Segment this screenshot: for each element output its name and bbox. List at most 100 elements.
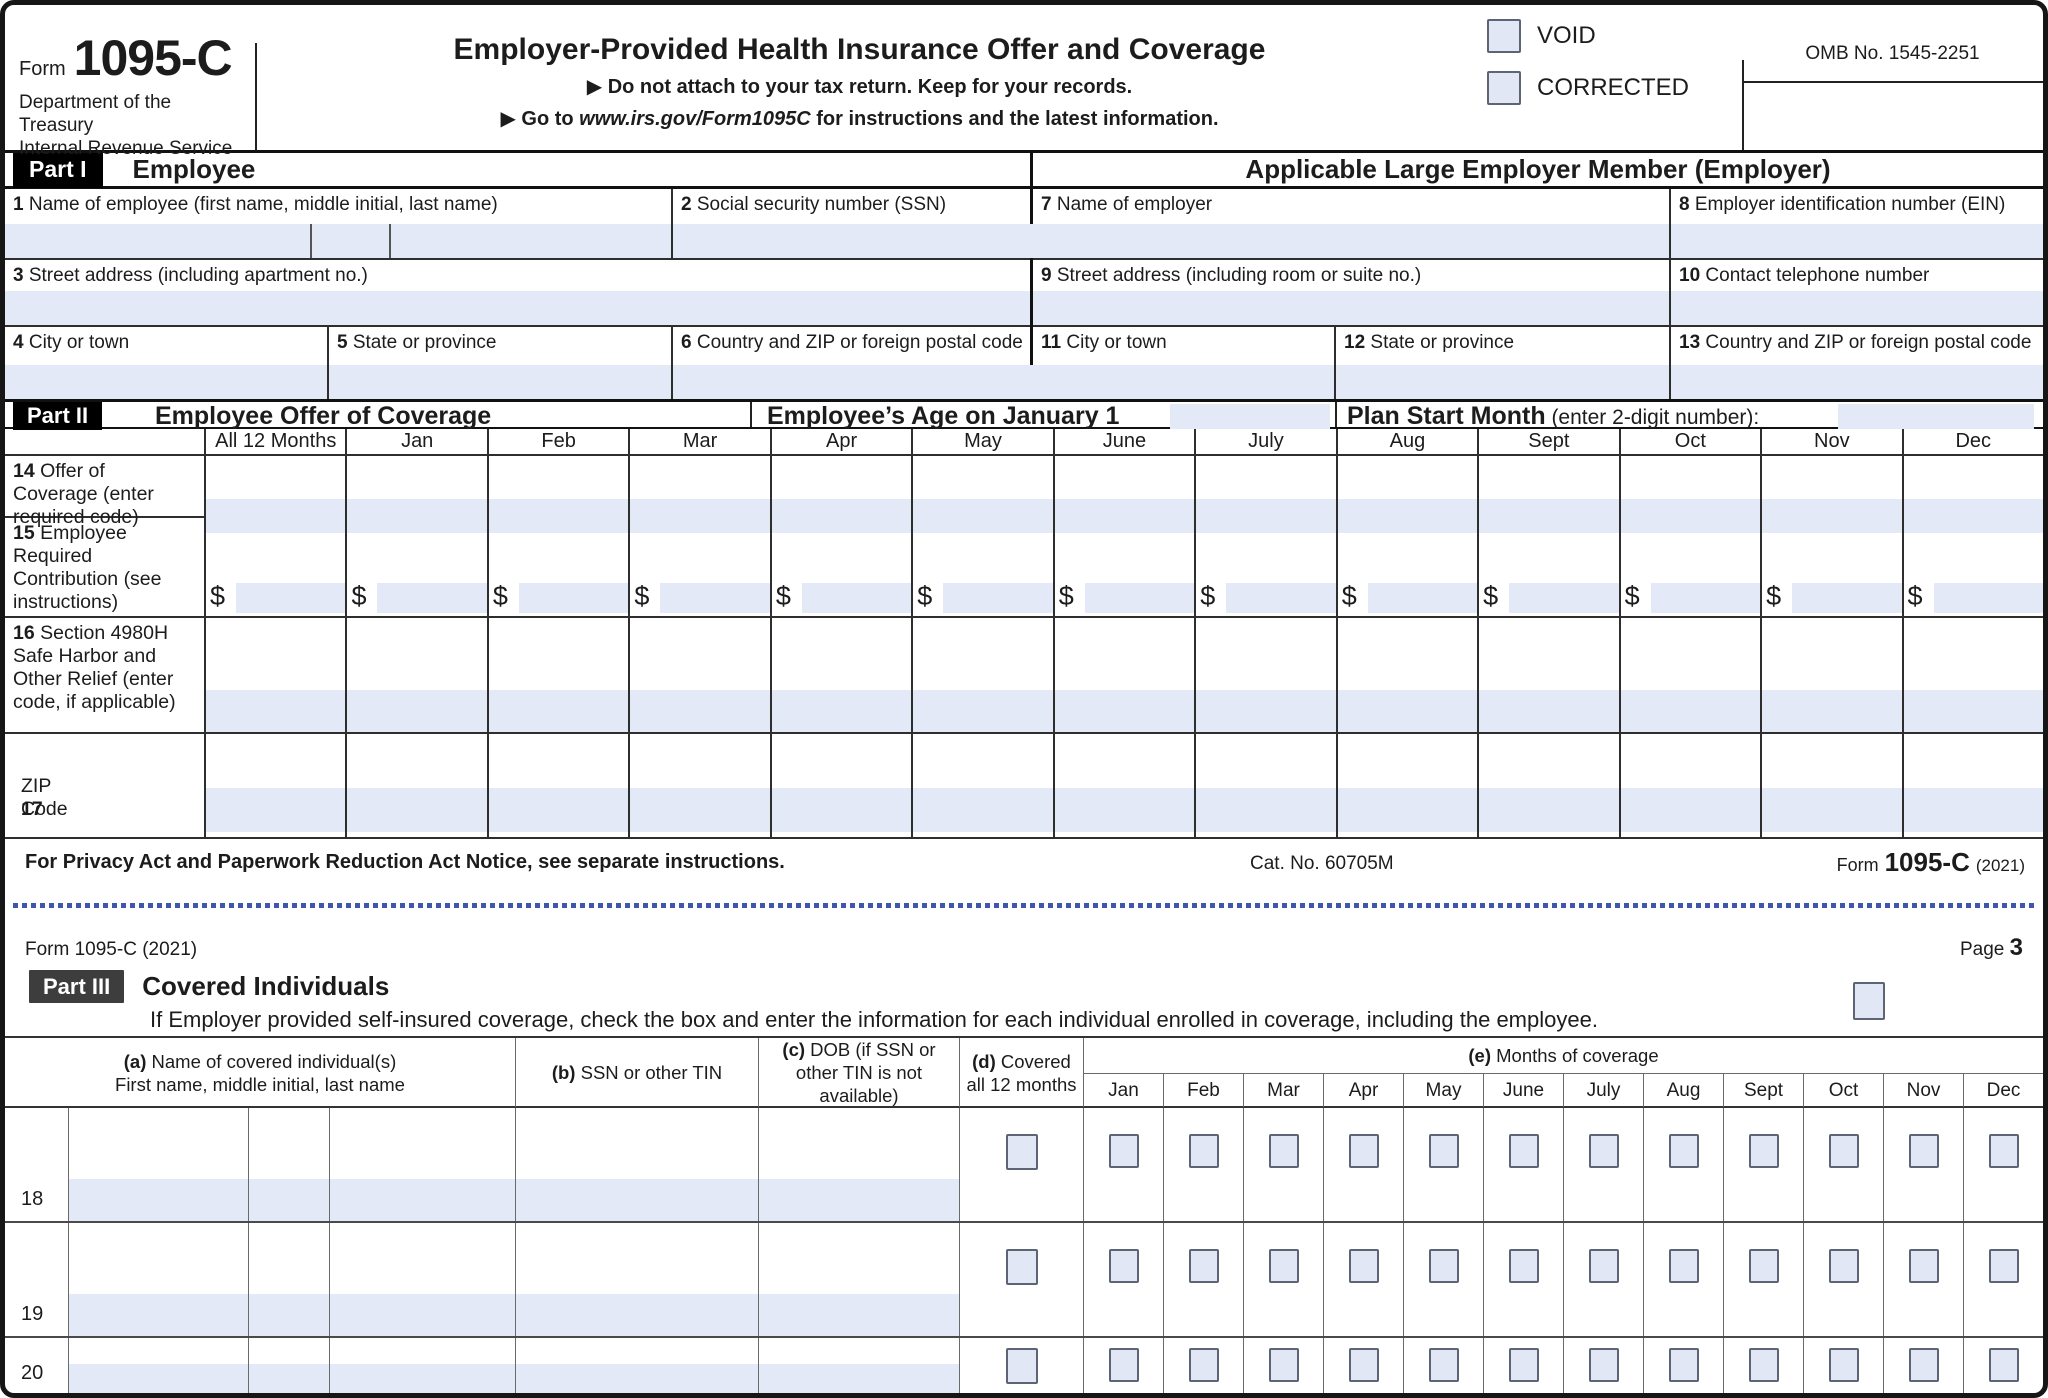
row-20-month-checkbox[interactable] [1348,1348,1379,1382]
row-19-month-checkbox[interactable] [1508,1249,1539,1283]
employee-contribution-input[interactable] [660,583,770,613]
field-4-input[interactable] [5,365,327,399]
offer-of-coverage-input[interactable] [347,499,487,533]
zip-code-input[interactable] [771,788,912,832]
row-20-month-checkbox[interactable] [1588,1348,1619,1382]
row-19-month-checkbox[interactable] [1108,1249,1139,1283]
row-19-month-checkbox[interactable] [1988,1249,2019,1283]
offer-of-coverage-input[interactable] [630,499,770,533]
safe-harbor-input[interactable] [1620,690,1761,732]
row-18-month-checkbox[interactable] [1428,1134,1459,1168]
row-20-ssn-input[interactable] [516,1364,758,1393]
offer-of-coverage-input[interactable] [913,499,1053,533]
employee-contribution-input[interactable] [236,583,346,613]
field-3-input[interactable] [5,291,1030,325]
row-20-month-checkbox[interactable] [1428,1348,1459,1382]
field-9-input[interactable] [1033,291,1669,325]
employee-contribution-input[interactable] [1933,583,2043,613]
row-20-month-checkbox[interactable] [1828,1348,1859,1382]
employee-contribution-input[interactable] [518,583,629,613]
row-19-month-checkbox[interactable] [1268,1249,1299,1283]
row-19-last-name-input[interactable] [330,1294,515,1336]
field-2-input[interactable] [673,224,1033,258]
row-18-month-checkbox[interactable] [1988,1134,2019,1168]
employee-contribution-input[interactable] [1509,583,1619,613]
row-18-month-checkbox[interactable] [1188,1134,1219,1168]
employee-contribution-input[interactable] [1084,583,1195,613]
row-20-month-checkbox[interactable] [1988,1348,2019,1382]
field-13-input[interactable] [1671,365,2043,399]
employee-contribution-input[interactable] [801,583,912,613]
zip-code-input[interactable] [630,788,770,832]
offer-of-coverage-input[interactable] [1762,499,1902,533]
row-19-month-checkbox[interactable] [1668,1249,1699,1283]
plan-start-month-input[interactable] [1838,404,2034,429]
row-18-month-checkbox[interactable] [1908,1134,1939,1168]
corrected-checkbox[interactable] [1487,71,1521,105]
employee-contribution-input[interactable] [377,583,487,613]
safe-harbor-input[interactable] [913,690,1053,732]
row-19-covered-12-months-checkbox[interactable] [1005,1249,1038,1285]
offer-of-coverage-input[interactable] [1620,499,1761,533]
safe-harbor-input[interactable] [206,690,346,732]
row-20-month-checkbox[interactable] [1908,1348,1939,1382]
zip-code-input[interactable] [1054,788,1195,832]
zip-code-input[interactable] [347,788,487,832]
row-18-month-checkbox[interactable] [1588,1134,1619,1168]
safe-harbor-input[interactable] [347,690,487,732]
zip-code-input[interactable] [913,788,1053,832]
row-18-month-checkbox[interactable] [1748,1134,1779,1168]
field-8-input[interactable] [1671,224,2043,258]
row-19-month-checkbox[interactable] [1748,1249,1779,1283]
field-7-input[interactable] [1033,224,1669,258]
row-18-middle-initial-input[interactable] [249,1179,329,1221]
row-18-dob-input[interactable] [759,1179,959,1221]
row-19-month-checkbox[interactable] [1348,1249,1379,1283]
row-18-last-name-input[interactable] [330,1179,515,1221]
row-18-covered-12-months-checkbox[interactable] [1005,1134,1038,1170]
offer-of-coverage-input[interactable] [771,499,912,533]
row-20-month-checkbox[interactable] [1748,1348,1779,1382]
zip-code-input[interactable] [1337,788,1478,832]
row-19-month-checkbox[interactable] [1828,1249,1859,1283]
row-18-month-checkbox[interactable] [1508,1134,1539,1168]
offer-of-coverage-input[interactable] [1479,499,1619,533]
row-18-month-checkbox[interactable] [1828,1134,1859,1168]
row-19-month-checkbox[interactable] [1428,1249,1459,1283]
field-10-input[interactable] [1671,291,2043,325]
offer-of-coverage-input[interactable] [1196,499,1336,533]
row-20-dob-input[interactable] [759,1364,959,1393]
row-19-month-checkbox[interactable] [1908,1249,1939,1283]
row-20-month-checkbox[interactable] [1508,1348,1539,1382]
zip-code-input[interactable] [1903,788,2043,832]
self-insured-coverage-checkbox[interactable] [1853,982,1885,1020]
row-19-dob-input[interactable] [759,1294,959,1336]
row-19-month-checkbox[interactable] [1588,1249,1619,1283]
zip-code-input[interactable] [1762,788,1902,832]
row-20-last-name-input[interactable] [330,1364,515,1393]
zip-code-input[interactable] [488,788,629,832]
safe-harbor-input[interactable] [1479,690,1619,732]
row-20-month-checkbox[interactable] [1668,1348,1699,1382]
void-checkbox[interactable] [1487,19,1521,53]
employee-contribution-input[interactable] [943,583,1053,613]
safe-harbor-input[interactable] [1337,690,1478,732]
row-20-first-name-input[interactable] [69,1364,248,1393]
row-19-month-checkbox[interactable] [1188,1249,1219,1283]
row-20-middle-initial-input[interactable] [249,1364,329,1393]
offer-of-coverage-input[interactable] [206,499,346,533]
row-20-month-checkbox[interactable] [1268,1348,1299,1382]
safe-harbor-input[interactable] [1196,690,1336,732]
safe-harbor-input[interactable] [1762,690,1902,732]
employee-contribution-input[interactable] [1367,583,1478,613]
safe-harbor-input[interactable] [488,690,629,732]
zip-code-input[interactable] [206,788,346,832]
row-20-month-checkbox[interactable] [1188,1348,1219,1382]
row-19-middle-initial-input[interactable] [249,1294,329,1336]
employee-age-input[interactable] [1170,404,1330,429]
row-19-first-name-input[interactable] [69,1294,248,1336]
row-18-ssn-input[interactable] [516,1179,758,1221]
employee-contribution-input[interactable] [1650,583,1761,613]
row-18-month-checkbox[interactable] [1348,1134,1379,1168]
offer-of-coverage-input[interactable] [1054,499,1195,533]
